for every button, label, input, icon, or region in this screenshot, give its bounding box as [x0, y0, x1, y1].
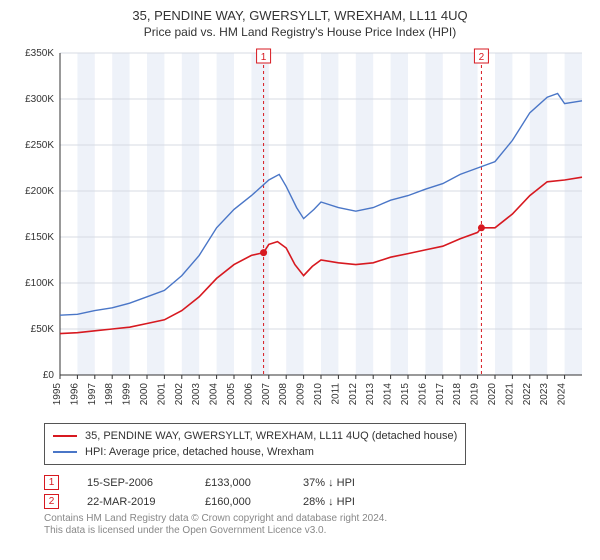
svg-text:2011: 2011 — [330, 383, 341, 405]
svg-text:2003: 2003 — [191, 383, 202, 406]
legend-row: 35, PENDINE WAY, GWERSYLLT, WREXHAM, LL1… — [53, 428, 457, 444]
svg-text:2008: 2008 — [278, 383, 289, 406]
svg-text:2007: 2007 — [261, 383, 272, 406]
svg-text:£250K: £250K — [25, 140, 54, 151]
svg-text:2021: 2021 — [504, 383, 515, 406]
attribution-line: This data is licensed under the Open Gov… — [44, 525, 590, 537]
svg-text:2005: 2005 — [226, 383, 237, 406]
transaction-marker: 1 — [44, 475, 59, 490]
chart-title: 35, PENDINE WAY, GWERSYLLT, WREXHAM, LL1… — [10, 8, 590, 23]
svg-text:2023: 2023 — [539, 383, 550, 406]
legend-label: HPI: Average price, detached house, Wrex… — [85, 444, 314, 460]
transaction-delta: 28% ↓ HPI — [303, 496, 355, 508]
svg-text:1996: 1996 — [69, 383, 80, 406]
transaction-date: 15-SEP-2006 — [87, 477, 177, 489]
svg-text:2009: 2009 — [296, 383, 307, 406]
legend-label: 35, PENDINE WAY, GWERSYLLT, WREXHAM, LL1… — [85, 428, 457, 444]
svg-text:1: 1 — [261, 52, 267, 63]
transaction-price: £160,000 — [205, 496, 275, 508]
svg-text:2024: 2024 — [557, 383, 568, 406]
svg-text:2017: 2017 — [435, 383, 446, 406]
svg-text:£100K: £100K — [25, 278, 54, 289]
transaction-row: 1 15-SEP-2006 £133,000 37% ↓ HPI — [44, 475, 590, 490]
svg-text:£350K: £350K — [25, 48, 54, 59]
transaction-delta: 37% ↓ HPI — [303, 477, 355, 489]
svg-text:1995: 1995 — [52, 383, 63, 406]
svg-text:2000: 2000 — [139, 383, 150, 406]
svg-text:2010: 2010 — [313, 383, 324, 406]
svg-text:2002: 2002 — [174, 383, 185, 406]
legend-row: HPI: Average price, detached house, Wrex… — [53, 444, 457, 460]
transaction-marker: 2 — [44, 494, 59, 509]
svg-text:2014: 2014 — [383, 383, 394, 406]
chart-subtitle: Price paid vs. HM Land Registry's House … — [10, 25, 590, 39]
svg-text:2001: 2001 — [156, 383, 167, 406]
svg-text:1999: 1999 — [122, 383, 133, 406]
transaction-price: £133,000 — [205, 477, 275, 489]
svg-text:£300K: £300K — [25, 94, 54, 105]
svg-text:2013: 2013 — [365, 383, 376, 406]
legend-swatch — [53, 435, 77, 437]
svg-text:2012: 2012 — [348, 383, 359, 406]
svg-text:2006: 2006 — [243, 383, 254, 406]
chart-plot: £0 £50K £100K £150K £200K £250K £300K £350K 1995… — [10, 45, 590, 415]
svg-text:2019: 2019 — [470, 383, 481, 406]
svg-text:1998: 1998 — [104, 383, 115, 406]
svg-text:1997: 1997 — [87, 383, 98, 406]
svg-text:2016: 2016 — [417, 383, 428, 406]
svg-text:£0: £0 — [43, 370, 55, 381]
transaction-date: 22-MAR-2019 — [87, 496, 177, 508]
svg-text:2015: 2015 — [400, 383, 411, 406]
attribution-line: Contains HM Land Registry data © Crown c… — [44, 513, 590, 525]
legend: 35, PENDINE WAY, GWERSYLLT, WREXHAM, LL1… — [44, 423, 466, 465]
transaction-row: 2 22-MAR-2019 £160,000 28% ↓ HPI — [44, 494, 590, 509]
svg-text:£200K: £200K — [25, 186, 54, 197]
svg-text:£150K: £150K — [25, 232, 54, 243]
svg-text:2018: 2018 — [452, 383, 463, 406]
svg-text:2004: 2004 — [209, 383, 220, 406]
chart-container: 35, PENDINE WAY, GWERSYLLT, WREXHAM, LL1… — [0, 0, 600, 541]
svg-text:2: 2 — [479, 52, 485, 63]
svg-text:2020: 2020 — [487, 383, 498, 406]
svg-text:2022: 2022 — [522, 383, 533, 406]
svg-text:£50K: £50K — [31, 324, 55, 335]
attribution: Contains HM Land Registry data © Crown c… — [44, 513, 590, 537]
legend-swatch — [53, 451, 77, 453]
